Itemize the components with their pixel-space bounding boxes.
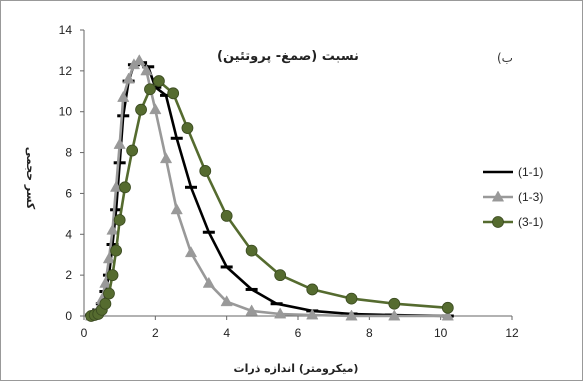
triangle-point [388, 309, 401, 321]
triangle-point [113, 137, 126, 149]
y-axis-title: کسر حجمی [24, 147, 37, 210]
x-axis-title: (میکرومتر) اندازه ذرات [234, 362, 359, 375]
x-tick-label: 6 [295, 326, 302, 340]
legend-item: (1-3) [483, 190, 543, 204]
triangle-point [441, 309, 454, 321]
series-1 [85, 54, 454, 321]
triangle-point [345, 309, 358, 321]
circle-point [274, 269, 287, 282]
triangle-point [306, 308, 319, 320]
triangle-point [184, 246, 198, 258]
circle-point [345, 292, 358, 305]
triangle-point [133, 54, 146, 66]
x-tick-label: 2 [152, 326, 159, 340]
series-layer [85, 54, 454, 322]
circle-point [135, 103, 147, 116]
circle-point [113, 214, 126, 226]
y-tick-label: 8 [65, 146, 72, 160]
chart-title: نسبت (صمغ- پروتئین) [217, 49, 359, 64]
circle-point [110, 244, 122, 257]
triangle-point [159, 152, 173, 164]
circle-point [388, 297, 401, 310]
triangle-point [102, 252, 116, 264]
y-tick-label: 14 [59, 23, 73, 37]
triangle-point [149, 103, 162, 115]
triangle-point [245, 304, 258, 316]
x-tick-label: 4 [223, 326, 230, 340]
legend-label: (1-1) [518, 165, 543, 179]
circle-point [181, 122, 194, 134]
panel-label: ب) [497, 51, 513, 65]
circle-point [167, 87, 180, 100]
circle-point [245, 244, 258, 257]
triangle-point [202, 276, 215, 288]
triangle-point [109, 180, 123, 192]
circle-point [441, 301, 454, 314]
circle-point [306, 283, 319, 296]
y-tick-label: 12 [59, 64, 73, 78]
triangle-point [122, 72, 135, 84]
triangle-point [117, 90, 130, 102]
series-2 [85, 75, 454, 322]
circle-point [492, 216, 504, 228]
circle-point [106, 269, 119, 282]
triangle-point [140, 64, 153, 76]
legend-item: (3-1) [483, 215, 543, 229]
triangle-point [170, 203, 183, 215]
x-tick-label: 10 [434, 326, 448, 340]
triangle-point [220, 295, 233, 307]
triangle-point [106, 223, 119, 235]
circle-point [126, 144, 139, 157]
legend-item: (1-1) [483, 165, 543, 179]
circle-point [199, 165, 212, 177]
circle-point [220, 209, 233, 222]
x-tick-label: 12 [505, 326, 519, 340]
legend: (1-1) (1-3) (3-1) [483, 165, 543, 229]
y-tick-label: 10 [59, 105, 73, 119]
circle-point [103, 287, 115, 300]
x-tick-label: 8 [366, 326, 373, 340]
x-tick-label: 0 [81, 326, 88, 340]
triangle-point [491, 190, 505, 202]
triangle-point [274, 307, 287, 319]
circle-point [99, 297, 112, 310]
y-tick-label: 4 [65, 227, 72, 241]
y-tick-label: 2 [65, 268, 72, 282]
y-tick-label: 0 [65, 309, 72, 323]
legend-label: (1-3) [518, 190, 543, 204]
circle-point [119, 181, 131, 194]
triangle-point [99, 276, 112, 288]
circle-point [152, 75, 165, 87]
circle-point [144, 83, 156, 96]
legend-label: (3-1) [518, 215, 543, 229]
y-tick-label: 6 [65, 186, 72, 200]
